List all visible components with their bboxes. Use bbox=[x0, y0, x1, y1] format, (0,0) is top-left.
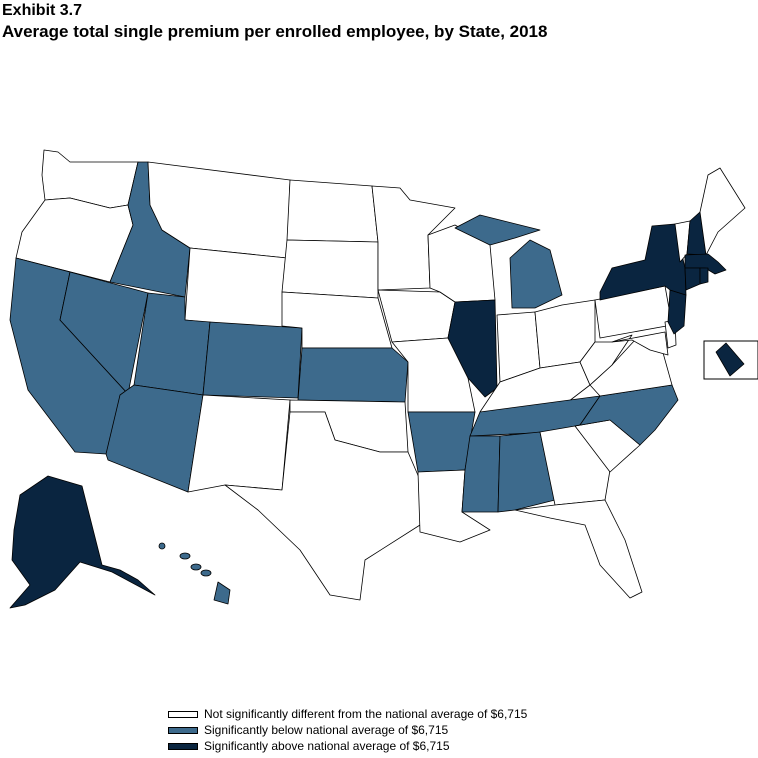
legend: Not significantly different from the nat… bbox=[168, 706, 527, 754]
state-texas[interactable] bbox=[224, 411, 421, 601]
legend-label-above: Significantly above national average of … bbox=[204, 739, 450, 753]
state-north-dakota[interactable] bbox=[286, 179, 379, 243]
legend-label-not-significant: Not significantly different from the nat… bbox=[204, 707, 528, 721]
legend-item: Not significantly different from the nat… bbox=[168, 706, 527, 722]
legend-item: Significantly below national average of … bbox=[168, 722, 527, 738]
state-new-jersey[interactable] bbox=[667, 289, 687, 335]
legend-item: Significantly above national average of … bbox=[168, 738, 527, 754]
state-illinois[interactable] bbox=[447, 299, 498, 398]
state-connecticut[interactable] bbox=[684, 267, 701, 291]
state-arizona[interactable] bbox=[105, 384, 204, 493]
legend-swatch-not-significant bbox=[168, 710, 198, 718]
state-alabama[interactable] bbox=[497, 431, 556, 513]
state-michigan[interactable] bbox=[454, 214, 563, 309]
state-florida[interactable] bbox=[514, 499, 643, 599]
chart-title: Average total single premium per enrolle… bbox=[2, 22, 548, 41]
state-mississippi[interactable] bbox=[461, 435, 501, 513]
state-maryland[interactable] bbox=[611, 331, 669, 356]
state-west-virginia[interactable] bbox=[579, 334, 633, 386]
legend-label-below: Significantly below national average of … bbox=[204, 723, 449, 737]
state-hawaii[interactable] bbox=[158, 542, 231, 605]
state-iowa[interactable] bbox=[377, 289, 456, 343]
legend-swatch-above bbox=[168, 742, 198, 750]
exhibit-label: Exhibit 3.7 bbox=[2, 2, 83, 19]
state-georgia[interactable] bbox=[539, 425, 611, 506]
state-new-mexico[interactable] bbox=[187, 394, 291, 493]
state-maine[interactable] bbox=[699, 167, 746, 256]
state-new-york[interactable] bbox=[599, 223, 687, 301]
state-rhode-island[interactable] bbox=[699, 267, 709, 285]
state-kansas[interactable] bbox=[297, 347, 409, 403]
state-alaska[interactable] bbox=[9, 475, 156, 609]
state-colorado[interactable] bbox=[202, 321, 303, 399]
us-state-map bbox=[9, 149, 758, 609]
state-wyoming[interactable] bbox=[184, 247, 288, 331]
state-south-dakota[interactable] bbox=[281, 239, 379, 299]
state-arkansas[interactable] bbox=[407, 411, 476, 473]
legend-swatch-below bbox=[168, 726, 198, 734]
state-district-of-columbia[interactable] bbox=[715, 342, 745, 377]
